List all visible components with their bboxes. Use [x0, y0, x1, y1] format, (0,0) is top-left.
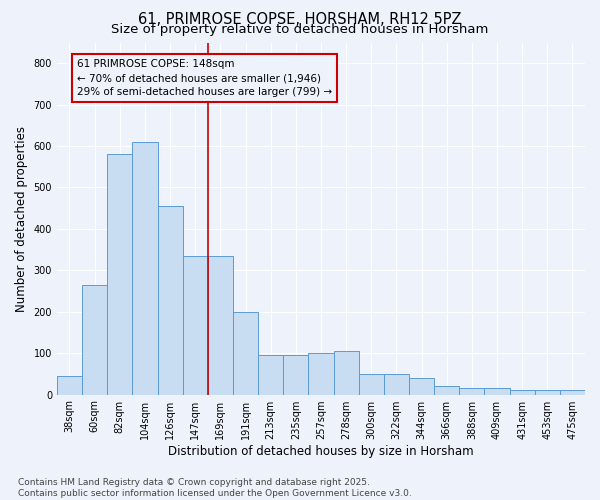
- Y-axis label: Number of detached properties: Number of detached properties: [15, 126, 28, 312]
- Bar: [283, 355, 308, 395]
- Bar: [208, 256, 233, 394]
- Bar: [359, 374, 384, 394]
- Bar: [484, 388, 509, 394]
- Bar: [384, 374, 409, 394]
- Bar: [459, 388, 484, 394]
- Bar: [434, 386, 459, 394]
- Text: 61, PRIMROSE COPSE, HORSHAM, RH12 5PZ: 61, PRIMROSE COPSE, HORSHAM, RH12 5PZ: [138, 12, 462, 28]
- Bar: [308, 353, 334, 395]
- Bar: [535, 390, 560, 394]
- Text: 61 PRIMROSE COPSE: 148sqm
← 70% of detached houses are smaller (1,946)
29% of se: 61 PRIMROSE COPSE: 148sqm ← 70% of detac…: [77, 59, 332, 97]
- Bar: [258, 355, 283, 395]
- Text: Contains HM Land Registry data © Crown copyright and database right 2025.
Contai: Contains HM Land Registry data © Crown c…: [18, 478, 412, 498]
- Bar: [233, 312, 258, 394]
- Bar: [57, 376, 82, 394]
- Bar: [133, 142, 158, 395]
- Bar: [107, 154, 133, 394]
- Bar: [409, 378, 434, 394]
- Bar: [158, 206, 182, 394]
- X-axis label: Distribution of detached houses by size in Horsham: Distribution of detached houses by size …: [168, 444, 474, 458]
- Bar: [560, 390, 585, 394]
- Bar: [509, 390, 535, 394]
- Bar: [82, 285, 107, 395]
- Text: Size of property relative to detached houses in Horsham: Size of property relative to detached ho…: [112, 22, 488, 36]
- Bar: [334, 351, 359, 395]
- Bar: [182, 256, 208, 394]
